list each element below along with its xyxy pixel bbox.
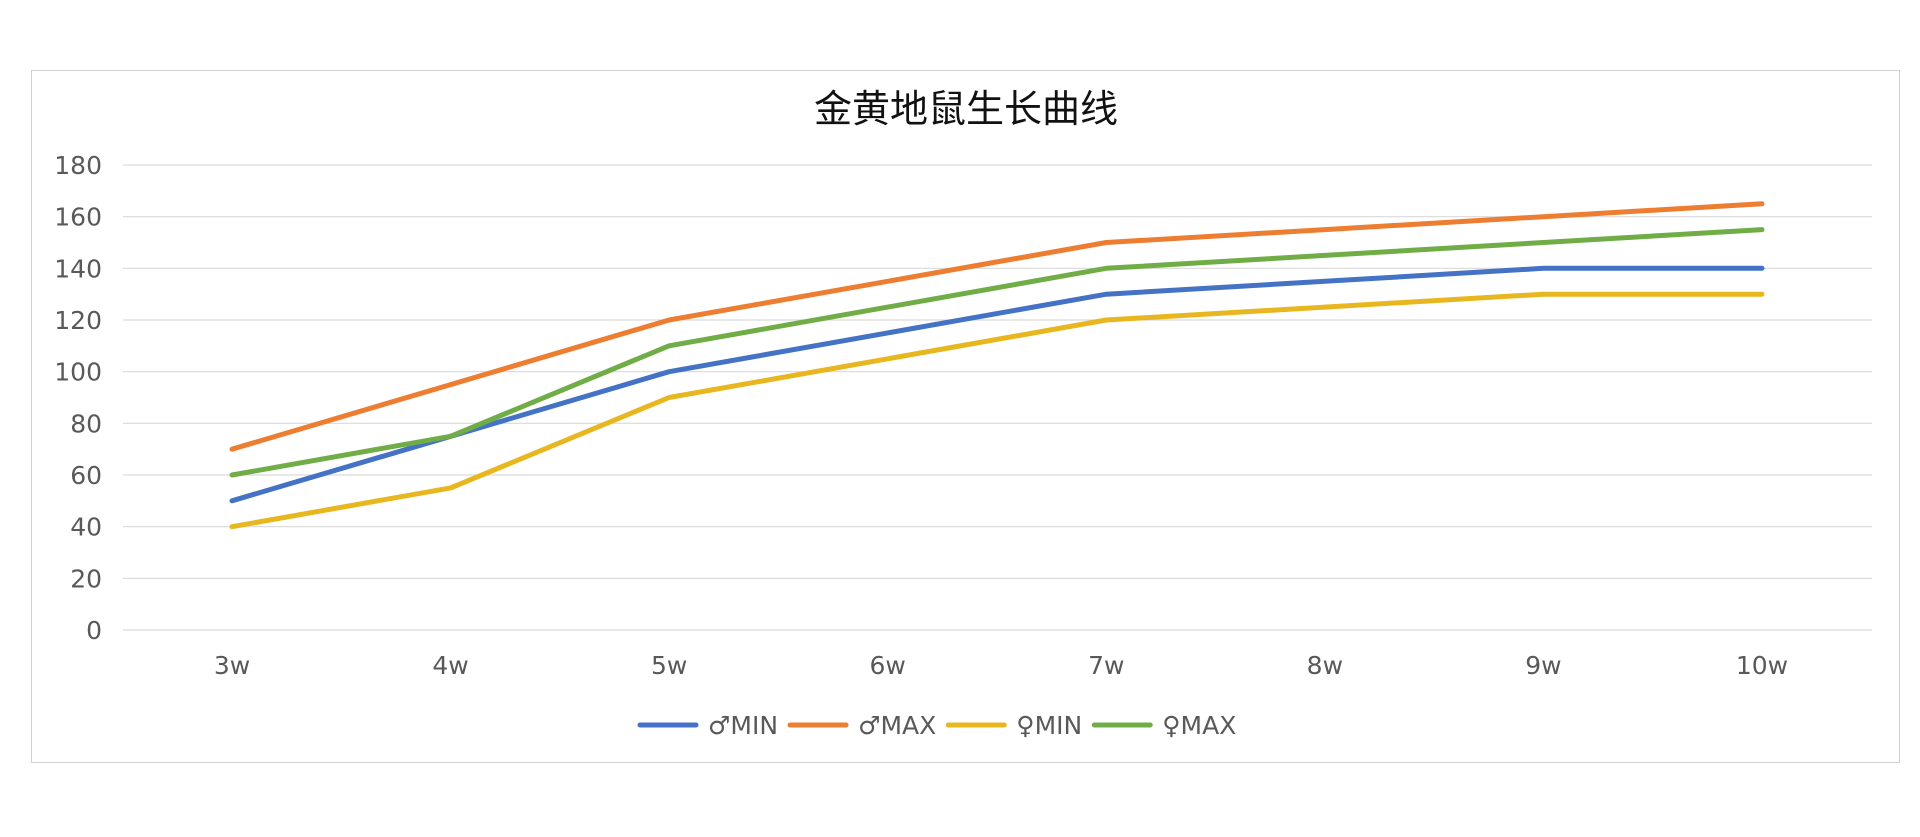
x-tick-label: 6w (870, 651, 906, 680)
legend-item: ♀MIN (945, 711, 1082, 740)
y-tick-label: 160 (54, 203, 102, 232)
legend-item: ♂MAX (787, 711, 936, 740)
x-tick-label: 9w (1525, 651, 1561, 680)
y-tick-label: 100 (54, 358, 102, 387)
chart-title: 金黄地鼠生长曲线 (814, 87, 1118, 131)
grid-lines (123, 164, 1872, 631)
legend-label: ♂MAX (858, 711, 936, 740)
y-tick-label: 140 (54, 254, 102, 283)
y-tick-label: 120 (54, 306, 102, 335)
y-tick-label: 80 (70, 409, 102, 438)
series-line-2 (229, 291, 1765, 530)
legend-item: ♀MAX (1091, 711, 1236, 740)
legend-item: ♂MIN (637, 711, 778, 740)
legend: ♂MIN ♂MAX ♀MIN ♀MAX (637, 711, 1236, 740)
x-tick-label: 10w (1736, 651, 1788, 680)
x-tick-label: 7w (1088, 651, 1124, 680)
series-line-1 (229, 201, 1765, 452)
x-tick-label: 8w (1307, 651, 1343, 680)
x-tick-label: 3w (214, 651, 250, 680)
y-tick-label: 40 (70, 513, 102, 542)
legend-label: ♂MIN (708, 711, 778, 740)
legend-label: ♀MIN (1016, 711, 1082, 740)
y-tick-label: 60 (70, 461, 102, 490)
x-axis-tick-labels: 3w 4w 5w 6w 7w 8w 9w 10w (214, 651, 1788, 680)
series-lines (229, 201, 1765, 530)
x-tick-label: 5w (651, 651, 687, 680)
y-axis-tick-labels: 0 20 40 60 80 100 120 140 160 180 (54, 151, 102, 645)
y-tick-label: 20 (70, 564, 102, 593)
y-tick-label: 180 (54, 151, 102, 180)
y-tick-label: 0 (86, 616, 102, 645)
legend-label: ♀MAX (1162, 711, 1236, 740)
series-line-0 (229, 265, 1765, 504)
x-tick-label: 4w (432, 651, 468, 680)
series-line-3 (229, 227, 1765, 478)
